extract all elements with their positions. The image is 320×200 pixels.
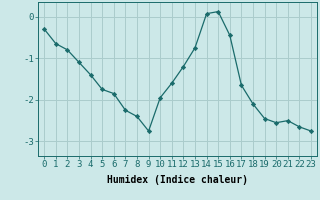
X-axis label: Humidex (Indice chaleur): Humidex (Indice chaleur)	[107, 175, 248, 185]
